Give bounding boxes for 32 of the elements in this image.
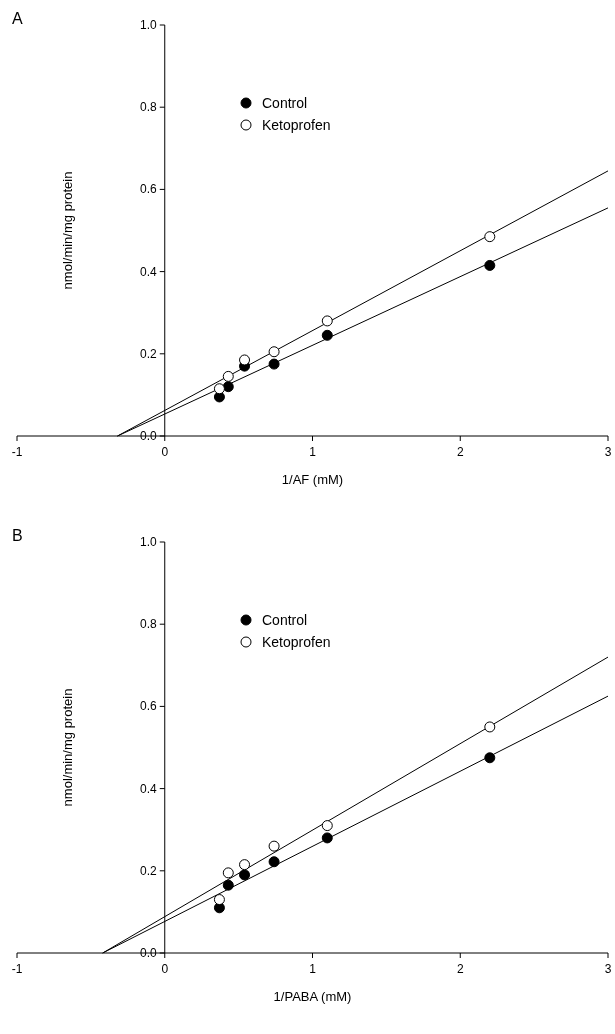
- y-tick-label: 0.2: [140, 346, 158, 361]
- y-tick-label: 1.0: [140, 18, 158, 32]
- x-tick-label: 3: [604, 445, 612, 459]
- x-axis-title: 1/PABA (mM): [273, 989, 352, 1004]
- y-tick-label: 0.8: [140, 100, 158, 115]
- y-tick-label: 0.2: [140, 863, 158, 878]
- legend-label: Ketoprofen: [262, 117, 331, 133]
- y-tick-label: 0.6: [140, 182, 158, 197]
- legend-label: Ketoprofen: [262, 634, 331, 650]
- legend-label: Control: [262, 95, 308, 111]
- y-tick-label: 1.0: [140, 535, 158, 549]
- y-tick-label: 0.8: [140, 617, 158, 632]
- x-tick-label: 1: [309, 445, 317, 459]
- x-tick-label: 2: [456, 445, 464, 459]
- y-tick-label: 0.4: [140, 264, 158, 279]
- chart-title: A: [12, 10, 23, 27]
- x-tick-label: 1: [309, 962, 317, 976]
- y-axis-title: nmol/min/mg protein: [60, 171, 75, 290]
- x-tick-label: 0: [161, 445, 169, 459]
- x-axis-title: 1/AF (mM): [281, 472, 344, 487]
- x-tick-label: -1: [11, 445, 23, 459]
- x-tick-label: 0: [161, 962, 169, 976]
- x-tick-label: 3: [604, 962, 612, 976]
- chart-title: B: [12, 527, 23, 544]
- y-tick-label: 0.6: [140, 699, 158, 714]
- x-tick-label: 2: [456, 962, 464, 976]
- y-axis-title: nmol/min/mg protein: [60, 688, 75, 807]
- x-tick-label: -1: [11, 962, 23, 976]
- y-tick-label: 0.0: [140, 946, 158, 960]
- y-tick-label: 0.4: [140, 781, 158, 796]
- legend-label: Control: [262, 612, 308, 628]
- y-tick-label: 0.0: [140, 429, 158, 443]
